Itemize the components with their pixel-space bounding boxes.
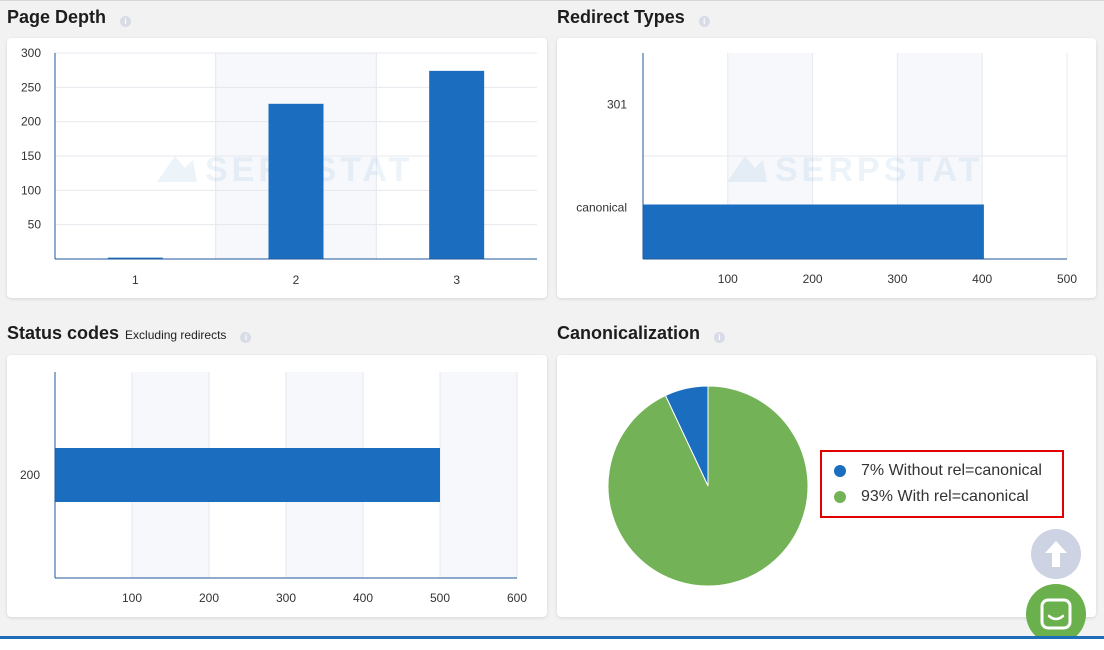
x-tick-label: 500 (1057, 272, 1077, 286)
bar (107, 257, 163, 260)
redirect-types-title: Redirect Types i (557, 7, 710, 28)
y-tick-label: 250 (21, 80, 41, 94)
x-tick-label: 200 (803, 272, 823, 286)
scroll-up-button[interactable] (1031, 529, 1081, 579)
page-depth-title: Page Depth i (7, 7, 132, 28)
canonicalization-title: Canonicalization i (557, 323, 726, 344)
grid-band (440, 372, 517, 578)
redirect-types-card: 100 200 300 400 500 SERPSTAT 301 canonical (557, 38, 1096, 298)
redirect-types-chart: 100 200 300 400 500 SERPSTAT 301 canonical (576, 53, 1077, 286)
x-tick-label: 400 (353, 591, 373, 605)
info-icon[interactable]: i (714, 332, 726, 343)
legend-label: 7% Without rel=canonical (861, 462, 1042, 479)
legend-label: 93% With rel=canonical (861, 488, 1029, 505)
page-depth-card: 50100150200250300SERPSTAT123 (7, 38, 547, 298)
info-icon[interactable]: i (698, 16, 710, 27)
x-tick-label: 100 (718, 272, 738, 286)
watermark-logo-icon (727, 156, 767, 182)
legend-dot (834, 491, 846, 503)
bar (55, 448, 440, 502)
status-codes-title-text: Status codes (7, 323, 120, 343)
status-codes-chart: 100200300400500600SERPSTAT200 (20, 372, 527, 605)
watermark-text: SERPSTAT (775, 151, 983, 189)
watermark-logo-icon (157, 156, 197, 182)
chat-button[interactable] (1026, 584, 1086, 644)
redirect-types-title-text: Redirect Types (557, 7, 685, 27)
y-tick-label: 300 (21, 46, 41, 60)
bottom-strip (0, 639, 1104, 650)
legend-item[interactable]: 93% With rel=canonical (834, 488, 1029, 506)
bottom-accent-bar (0, 636, 1104, 639)
page-depth-title-text: Page Depth (7, 7, 107, 27)
x-tick-label: 500 (430, 591, 450, 605)
y-tick-label: 301 (607, 98, 627, 112)
canonicalization-chart (607, 385, 809, 587)
bar (268, 103, 324, 260)
page-depth-chart: 50100150200250300SERPSTAT123 (21, 46, 537, 287)
legend-dot (834, 465, 846, 477)
status-codes-title: Status codes Excluding redirects i (7, 323, 252, 344)
y-tick-label: canonical (576, 201, 627, 215)
y-tick-label: 200 (21, 115, 41, 129)
bar (429, 70, 485, 259)
x-tick-label: 1 (132, 273, 139, 287)
bar (643, 204, 984, 259)
chat-icon (1040, 598, 1072, 630)
x-tick-label: 200 (199, 591, 219, 605)
arrow-up-icon (1045, 541, 1067, 567)
status-codes-card: 100200300400500600SERPSTAT200 (7, 355, 547, 617)
canonicalization-card: 7% Without rel=canonical 93% With rel=ca… (557, 355, 1096, 617)
x-tick-label: 300 (887, 272, 907, 286)
pie-slice (607, 385, 809, 587)
x-tick-label: 2 (293, 273, 300, 287)
info-icon[interactable]: i (240, 332, 252, 343)
y-tick-label: 50 (28, 218, 42, 232)
top-divider (0, 0, 1104, 1)
legend-item[interactable]: 7% Without rel=canonical (834, 462, 1042, 480)
info-icon[interactable]: i (120, 16, 132, 27)
x-tick-label: 100 (122, 591, 142, 605)
serpstat-watermark: SERPSTAT (727, 151, 983, 189)
x-tick-label: 300 (276, 591, 296, 605)
status-codes-subtitle: Excluding redirects (125, 328, 227, 342)
y-tick-label: 150 (21, 149, 41, 163)
x-tick-label: 3 (453, 273, 460, 287)
pie-legend: 7% Without rel=canonical 93% With rel=ca… (820, 450, 1064, 518)
canonicalization-title-text: Canonicalization (557, 323, 701, 343)
x-tick-label: 600 (507, 591, 527, 605)
x-tick-label: 400 (972, 272, 992, 286)
y-tick-label: 100 (21, 183, 41, 197)
y-tick-label: 200 (20, 468, 40, 482)
